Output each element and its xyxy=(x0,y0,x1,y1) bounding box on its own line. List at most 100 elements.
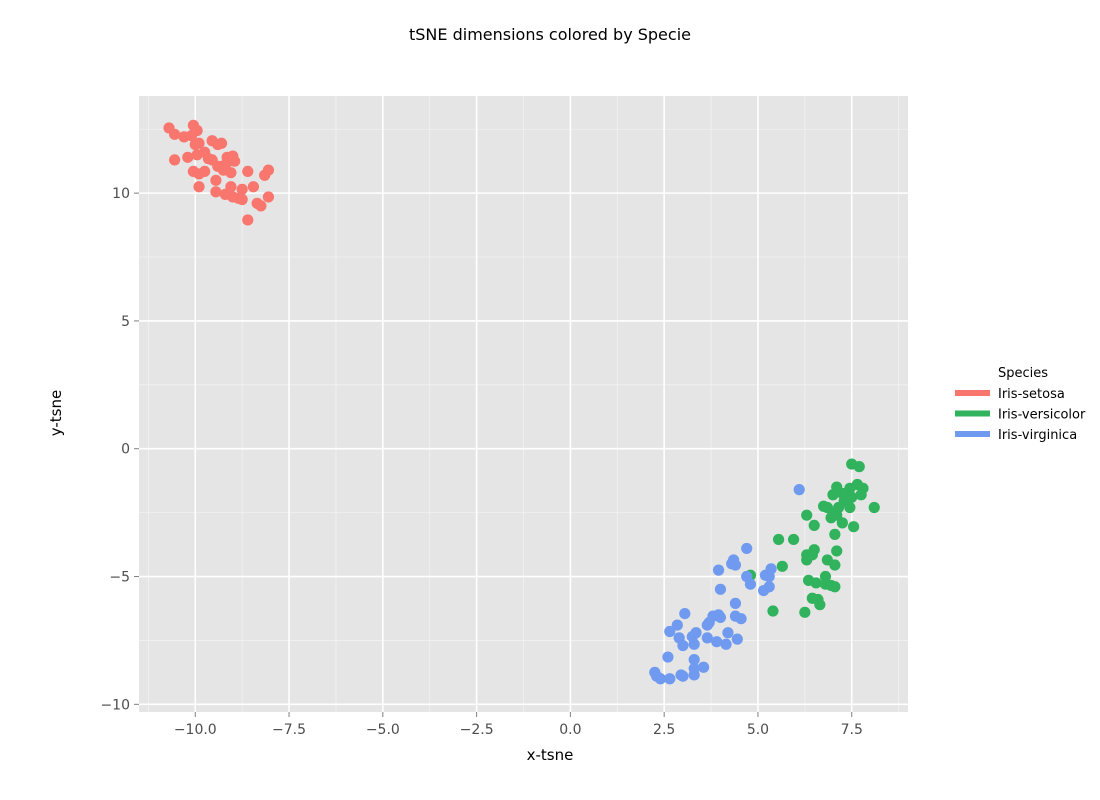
x-tick-label: −2.5 xyxy=(460,722,494,738)
data-point-iris-setosa xyxy=(225,181,237,193)
data-point-iris-setosa xyxy=(193,181,205,193)
data-point-iris-virginica xyxy=(664,673,676,685)
data-point-iris-virginica xyxy=(701,632,713,644)
x-tick-label: 5.0 xyxy=(747,722,769,738)
legend-label-iris-versicolor: Iris-versicolor xyxy=(998,408,1086,423)
data-points xyxy=(163,119,880,685)
x-axis-ticks: −10.0 −7.5 −5.0 −2.5 0.0 2.5 5.0 7.5 xyxy=(174,712,863,738)
data-point-iris-setosa xyxy=(242,165,254,178)
data-point-iris-setosa xyxy=(221,156,233,169)
data-point-iris-setosa xyxy=(210,186,222,198)
data-point-iris-setosa xyxy=(210,174,222,186)
data-point-iris-setosa xyxy=(202,153,214,165)
y-tick-label: 10 xyxy=(112,186,130,202)
x-axis-title: x-tsne xyxy=(527,746,574,764)
data-point-iris-versicolor xyxy=(787,533,800,546)
data-point-iris-setosa xyxy=(236,193,248,206)
data-point-iris-versicolor xyxy=(819,570,832,583)
data-point-iris-setosa xyxy=(169,128,181,140)
data-point-iris-versicolor xyxy=(801,554,813,566)
data-point-iris-virginica xyxy=(664,625,676,638)
data-point-iris-virginica xyxy=(712,564,725,576)
data-point-iris-versicolor xyxy=(799,606,811,618)
data-point-iris-versicolor xyxy=(814,599,826,611)
data-point-iris-setosa xyxy=(236,183,248,195)
data-point-iris-setosa xyxy=(262,191,275,203)
data-point-iris-setosa xyxy=(225,167,237,179)
data-point-iris-versicolor xyxy=(855,489,867,501)
y-axis-title: y-tsne xyxy=(47,390,65,436)
x-tick-label: −5.0 xyxy=(366,722,400,738)
data-point-iris-virginica xyxy=(731,633,743,645)
data-point-iris-virginica xyxy=(729,559,742,571)
data-point-iris-virginica xyxy=(729,597,742,609)
data-point-iris-versicolor xyxy=(810,577,822,589)
data-point-iris-virginica xyxy=(688,638,700,650)
data-point-iris-virginica xyxy=(722,627,734,639)
data-point-iris-setosa xyxy=(182,151,194,163)
data-point-iris-setosa xyxy=(215,137,228,149)
data-point-iris-setosa xyxy=(255,200,267,212)
data-point-iris-versicolor xyxy=(868,501,880,514)
legend-title: Species xyxy=(998,366,1048,381)
y-tick-label: −5 xyxy=(109,570,130,586)
data-point-iris-virginica xyxy=(714,583,727,595)
data-point-iris-virginica xyxy=(697,661,710,673)
major-gridlines xyxy=(139,96,908,712)
legend-label-iris-virginica: Iris-virginica xyxy=(998,428,1077,443)
minor-gridlines xyxy=(139,96,908,712)
legend: Species Iris-setosa Iris-versicolor Iris-v… xyxy=(955,366,1086,443)
data-point-iris-setosa xyxy=(247,181,260,193)
data-point-iris-versicolor xyxy=(825,512,837,524)
data-point-iris-virginica xyxy=(654,673,667,685)
data-point-iris-versicolor xyxy=(827,489,839,501)
x-tick-label: −10.0 xyxy=(174,722,217,738)
data-point-iris-setosa xyxy=(199,165,211,178)
y-tick-label: 0 xyxy=(121,442,130,458)
data-point-iris-setosa xyxy=(169,154,181,166)
data-point-iris-versicolor xyxy=(836,517,848,529)
data-point-iris-versicolor xyxy=(808,519,820,532)
y-tick-label: 5 xyxy=(121,314,130,330)
data-point-iris-versicolor xyxy=(848,521,860,533)
data-point-iris-versicolor xyxy=(829,581,841,593)
data-point-iris-virginica xyxy=(671,619,683,631)
y-axis-ticks: −10 −5 0 5 10 xyxy=(100,186,139,713)
data-point-iris-virginica xyxy=(701,619,713,631)
data-point-iris-versicolor xyxy=(829,528,841,540)
data-point-iris-virginica xyxy=(688,654,700,666)
data-point-iris-virginica xyxy=(662,651,674,663)
data-point-iris-versicolor xyxy=(767,605,779,617)
data-point-iris-virginica xyxy=(677,670,689,682)
data-point-iris-virginica xyxy=(793,484,805,496)
x-tick-label: −7.5 xyxy=(272,722,306,738)
data-point-iris-setosa xyxy=(242,214,254,226)
legend-label-iris-setosa: Iris-setosa xyxy=(998,387,1065,402)
data-point-iris-versicolor xyxy=(844,501,856,514)
data-point-iris-virginica xyxy=(735,613,747,625)
data-point-iris-versicolor xyxy=(831,545,843,557)
chart-title: tSNE dimensions colored by Specie xyxy=(409,25,691,44)
data-point-iris-virginica xyxy=(677,639,689,652)
legend-key-iris-virginica xyxy=(955,431,990,437)
data-point-iris-virginica xyxy=(720,638,732,650)
data-point-iris-setosa xyxy=(189,138,201,151)
data-point-iris-virginica xyxy=(711,636,723,648)
legend-key-iris-setosa xyxy=(955,390,990,396)
data-point-iris-versicolor xyxy=(817,500,830,512)
data-point-iris-versicolor xyxy=(772,533,785,546)
data-point-iris-virginica xyxy=(744,578,757,590)
data-point-iris-versicolor xyxy=(801,509,813,521)
data-point-iris-virginica xyxy=(688,669,700,681)
data-point-iris-setosa xyxy=(259,169,271,181)
data-point-iris-virginica xyxy=(763,581,775,593)
data-point-iris-versicolor xyxy=(829,559,841,571)
data-point-iris-versicolor xyxy=(776,560,788,572)
data-point-iris-virginica xyxy=(763,570,775,583)
data-point-iris-versicolor xyxy=(853,461,865,473)
data-point-iris-virginica xyxy=(679,607,691,620)
x-tick-label: 2.5 xyxy=(653,722,675,738)
data-point-iris-virginica xyxy=(741,542,753,555)
legend-key-iris-versicolor xyxy=(955,410,990,417)
